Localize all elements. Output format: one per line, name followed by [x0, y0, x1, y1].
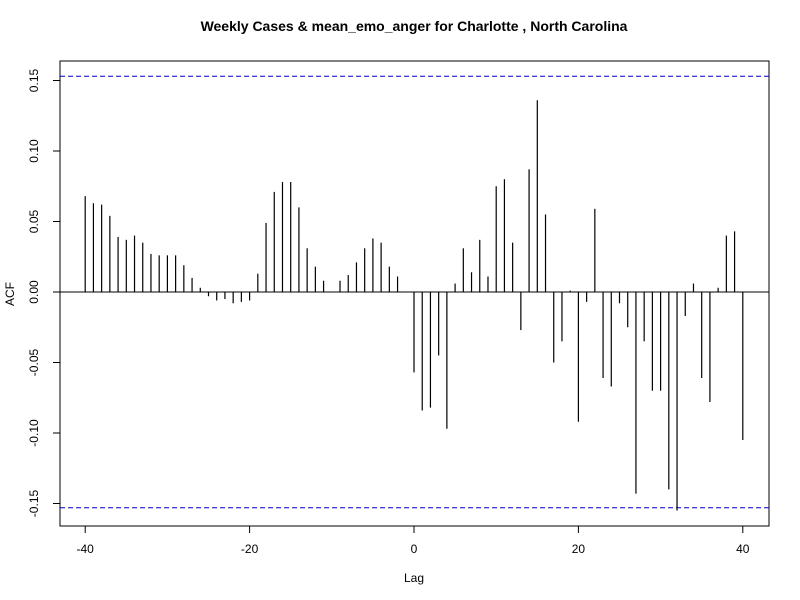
- acf-bars: [84, 100, 744, 511]
- x-tick-label: 40: [736, 542, 750, 556]
- chart-title: Weekly Cases & mean_emo_anger for Charlo…: [201, 18, 628, 34]
- x-tick-label: 20: [572, 542, 586, 556]
- x-axis: -40 -20 0 20 40: [77, 525, 750, 556]
- x-axis-label: Lag: [404, 571, 424, 585]
- x-tick-label: 0: [411, 542, 418, 556]
- y-tick-label: 0.10: [27, 139, 41, 163]
- y-tick-label: 0.00: [27, 280, 41, 304]
- x-tick-label: -40: [77, 542, 95, 556]
- y-tick-label: -0.05: [27, 349, 41, 377]
- y-axis-label: ACF: [3, 282, 17, 306]
- y-tick-label: -0.15: [27, 490, 41, 518]
- y-tick-label: -0.10: [27, 419, 41, 447]
- y-axis: -0.15 -0.10 -0.05 0.00 0.05 0.10 0.15: [27, 68, 61, 518]
- y-tick-label: 0.15: [27, 68, 41, 92]
- y-tick-label: 0.05: [27, 209, 41, 233]
- x-tick-label: -20: [241, 542, 259, 556]
